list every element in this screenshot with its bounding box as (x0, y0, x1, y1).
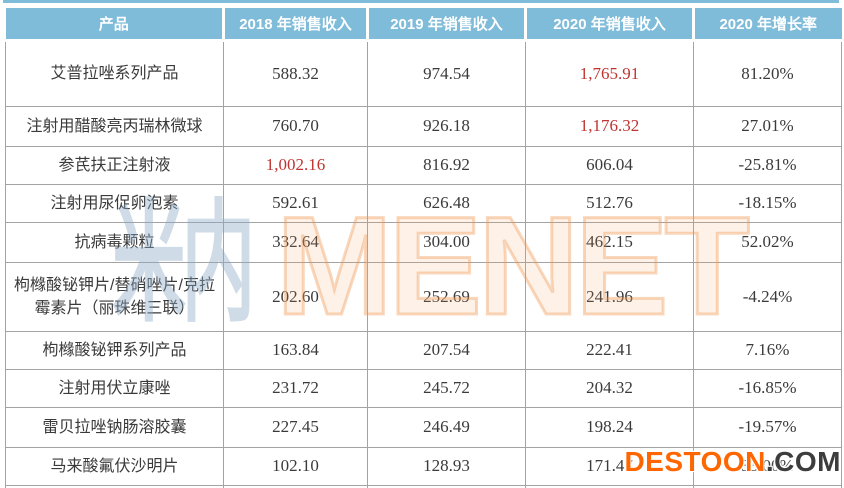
cell-growth: 101.79% (693, 485, 842, 488)
cell-2019: 245.72 (367, 369, 526, 408)
cell-2019: 974.54 (367, 40, 526, 107)
cell-product: 注射用醋酸亮丙瑞林微球 (5, 106, 224, 147)
cell-2018: 202.60 (223, 262, 368, 332)
cell-growth: -25.81% (693, 146, 842, 185)
cell-2018: 332.64 (223, 222, 368, 263)
cell-growth: 81.20% (693, 40, 842, 107)
cell-product: 枸橼酸铋钾系列产品 (5, 331, 224, 370)
table-row: 参芪扶正注射液 1,002.16 816.92 606.04 -25.81% (5, 146, 842, 185)
cell-growth: -16.85% (693, 369, 842, 408)
cell-product: 雷贝拉唑钠肠溶胶囊 (5, 407, 224, 448)
cell-2019: 626.48 (367, 184, 526, 223)
header-2019-revenue: 2019 年销售收入 (366, 8, 526, 42)
cell-growth: 52.02% (693, 222, 842, 263)
cell-2020: 222.41 (525, 331, 694, 370)
cell-product: 抗病毒颗粒 (5, 222, 224, 263)
table-row: 注射用醋酸亮丙瑞林微球 760.70 926.18 1,176.32 27.01… (5, 106, 842, 147)
cell-2018: 231.72 (223, 369, 368, 408)
table-row: 马来酸氟伏沙明片 102.10 128.93 171.47 33.00% (5, 447, 842, 486)
table-row: 雷贝拉唑钠肠溶胶囊 227.45 246.49 198.24 -19.57% (5, 407, 842, 448)
cell-growth: 7.16% (693, 331, 842, 370)
cell-2020: 1,765.91 (525, 40, 694, 107)
cell-2019: 252.69 (367, 262, 526, 332)
cell-growth: -19.57% (693, 407, 842, 448)
cell-growth: 33.00% (693, 447, 842, 486)
cell-growth: -18.15% (693, 184, 842, 223)
cell-2018: 102.10 (223, 447, 368, 486)
cell-2020: 241.96 (525, 262, 694, 332)
table-row: 注射用尿促卵泡素 592.61 626.48 512.76 -18.15% (5, 184, 842, 223)
cell-product: 马来酸氟伏沙明片 (5, 447, 224, 486)
table-row: 盐酸哌罗匹隆片 35.56 53.12 107.19 101.79% (5, 485, 842, 488)
table-row: 枸橼酸铋钾片/替硝唑片/克拉霉素片（丽珠维三联） 202.60 252.69 2… (5, 262, 842, 332)
cell-2019: 304.00 (367, 222, 526, 263)
cell-2020: 171.47 (525, 447, 694, 486)
cell-2018: 227.45 (223, 407, 368, 448)
table-row: 抗病毒颗粒 332.64 304.00 462.15 52.02% (5, 222, 842, 263)
header-2020-growth: 2020 年增长率 (692, 8, 842, 42)
cell-growth: 27.01% (693, 106, 842, 147)
cell-2020: 606.04 (525, 146, 694, 185)
cell-growth: -4.24% (693, 262, 842, 332)
table-top-accent-bar (3, 0, 839, 3)
product-sales-table: 产品 2018 年销售收入 2019 年销售收入 2020 年销售收入 2020… (5, 8, 842, 488)
cell-2020: 198.24 (525, 407, 694, 448)
cell-2019: 128.93 (367, 447, 526, 486)
header-product: 产品 (5, 8, 224, 42)
cell-2018: 1,002.16 (223, 146, 368, 185)
cell-product: 枸橼酸铋钾片/替硝唑片/克拉霉素片（丽珠维三联） (5, 262, 224, 332)
table-header: 产品 2018 年销售收入 2019 年销售收入 2020 年销售收入 2020… (5, 8, 842, 42)
cell-2018: 163.84 (223, 331, 368, 370)
cell-2020: 512.76 (525, 184, 694, 223)
cell-2020: 462.15 (525, 222, 694, 263)
table-row: 艾普拉唑系列产品 588.32 974.54 1,765.91 81.20% (5, 40, 842, 107)
cell-2018: 760.70 (223, 106, 368, 147)
cell-2018: 588.32 (223, 40, 368, 107)
cell-product: 艾普拉唑系列产品 (5, 40, 224, 107)
table-row: 枸橼酸铋钾系列产品 163.84 207.54 222.41 7.16% (5, 331, 842, 370)
cell-2018: 592.61 (223, 184, 368, 223)
cell-2019: 207.54 (367, 331, 526, 370)
cell-2020: 204.32 (525, 369, 694, 408)
table-row: 注射用伏立康唑 231.72 245.72 204.32 -16.85% (5, 369, 842, 408)
cell-2020: 1,176.32 (525, 106, 694, 147)
cell-product: 参芪扶正注射液 (5, 146, 224, 185)
header-2020-revenue: 2020 年销售收入 (524, 8, 694, 42)
header-row: 产品 2018 年销售收入 2019 年销售收入 2020 年销售收入 2020… (5, 8, 842, 42)
cell-product: 注射用尿促卵泡素 (5, 184, 224, 223)
cell-2019: 816.92 (367, 146, 526, 185)
cell-2019: 246.49 (367, 407, 526, 448)
header-2018-revenue: 2018 年销售收入 (222, 8, 368, 42)
cell-2019: 926.18 (367, 106, 526, 147)
cell-product: 注射用伏立康唑 (5, 369, 224, 408)
